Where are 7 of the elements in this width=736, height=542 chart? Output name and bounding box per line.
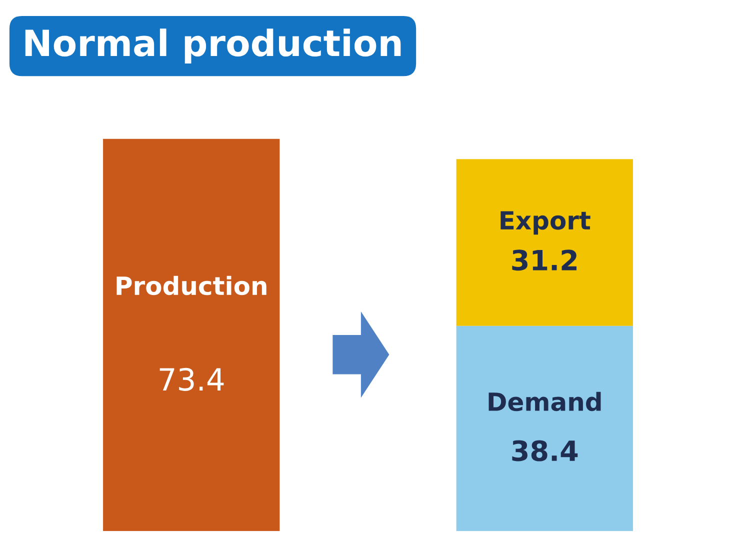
chart-title: Normal production bbox=[25, 28, 401, 64]
data-label: 38.4 bbox=[512, 440, 578, 462]
series-label: Production bbox=[116, 276, 266, 296]
series-label: Export bbox=[500, 211, 590, 235]
data-label: 31.2 bbox=[512, 250, 576, 271]
data-label: 73.4 bbox=[160, 368, 224, 391]
series-label: Demand bbox=[488, 392, 601, 412]
